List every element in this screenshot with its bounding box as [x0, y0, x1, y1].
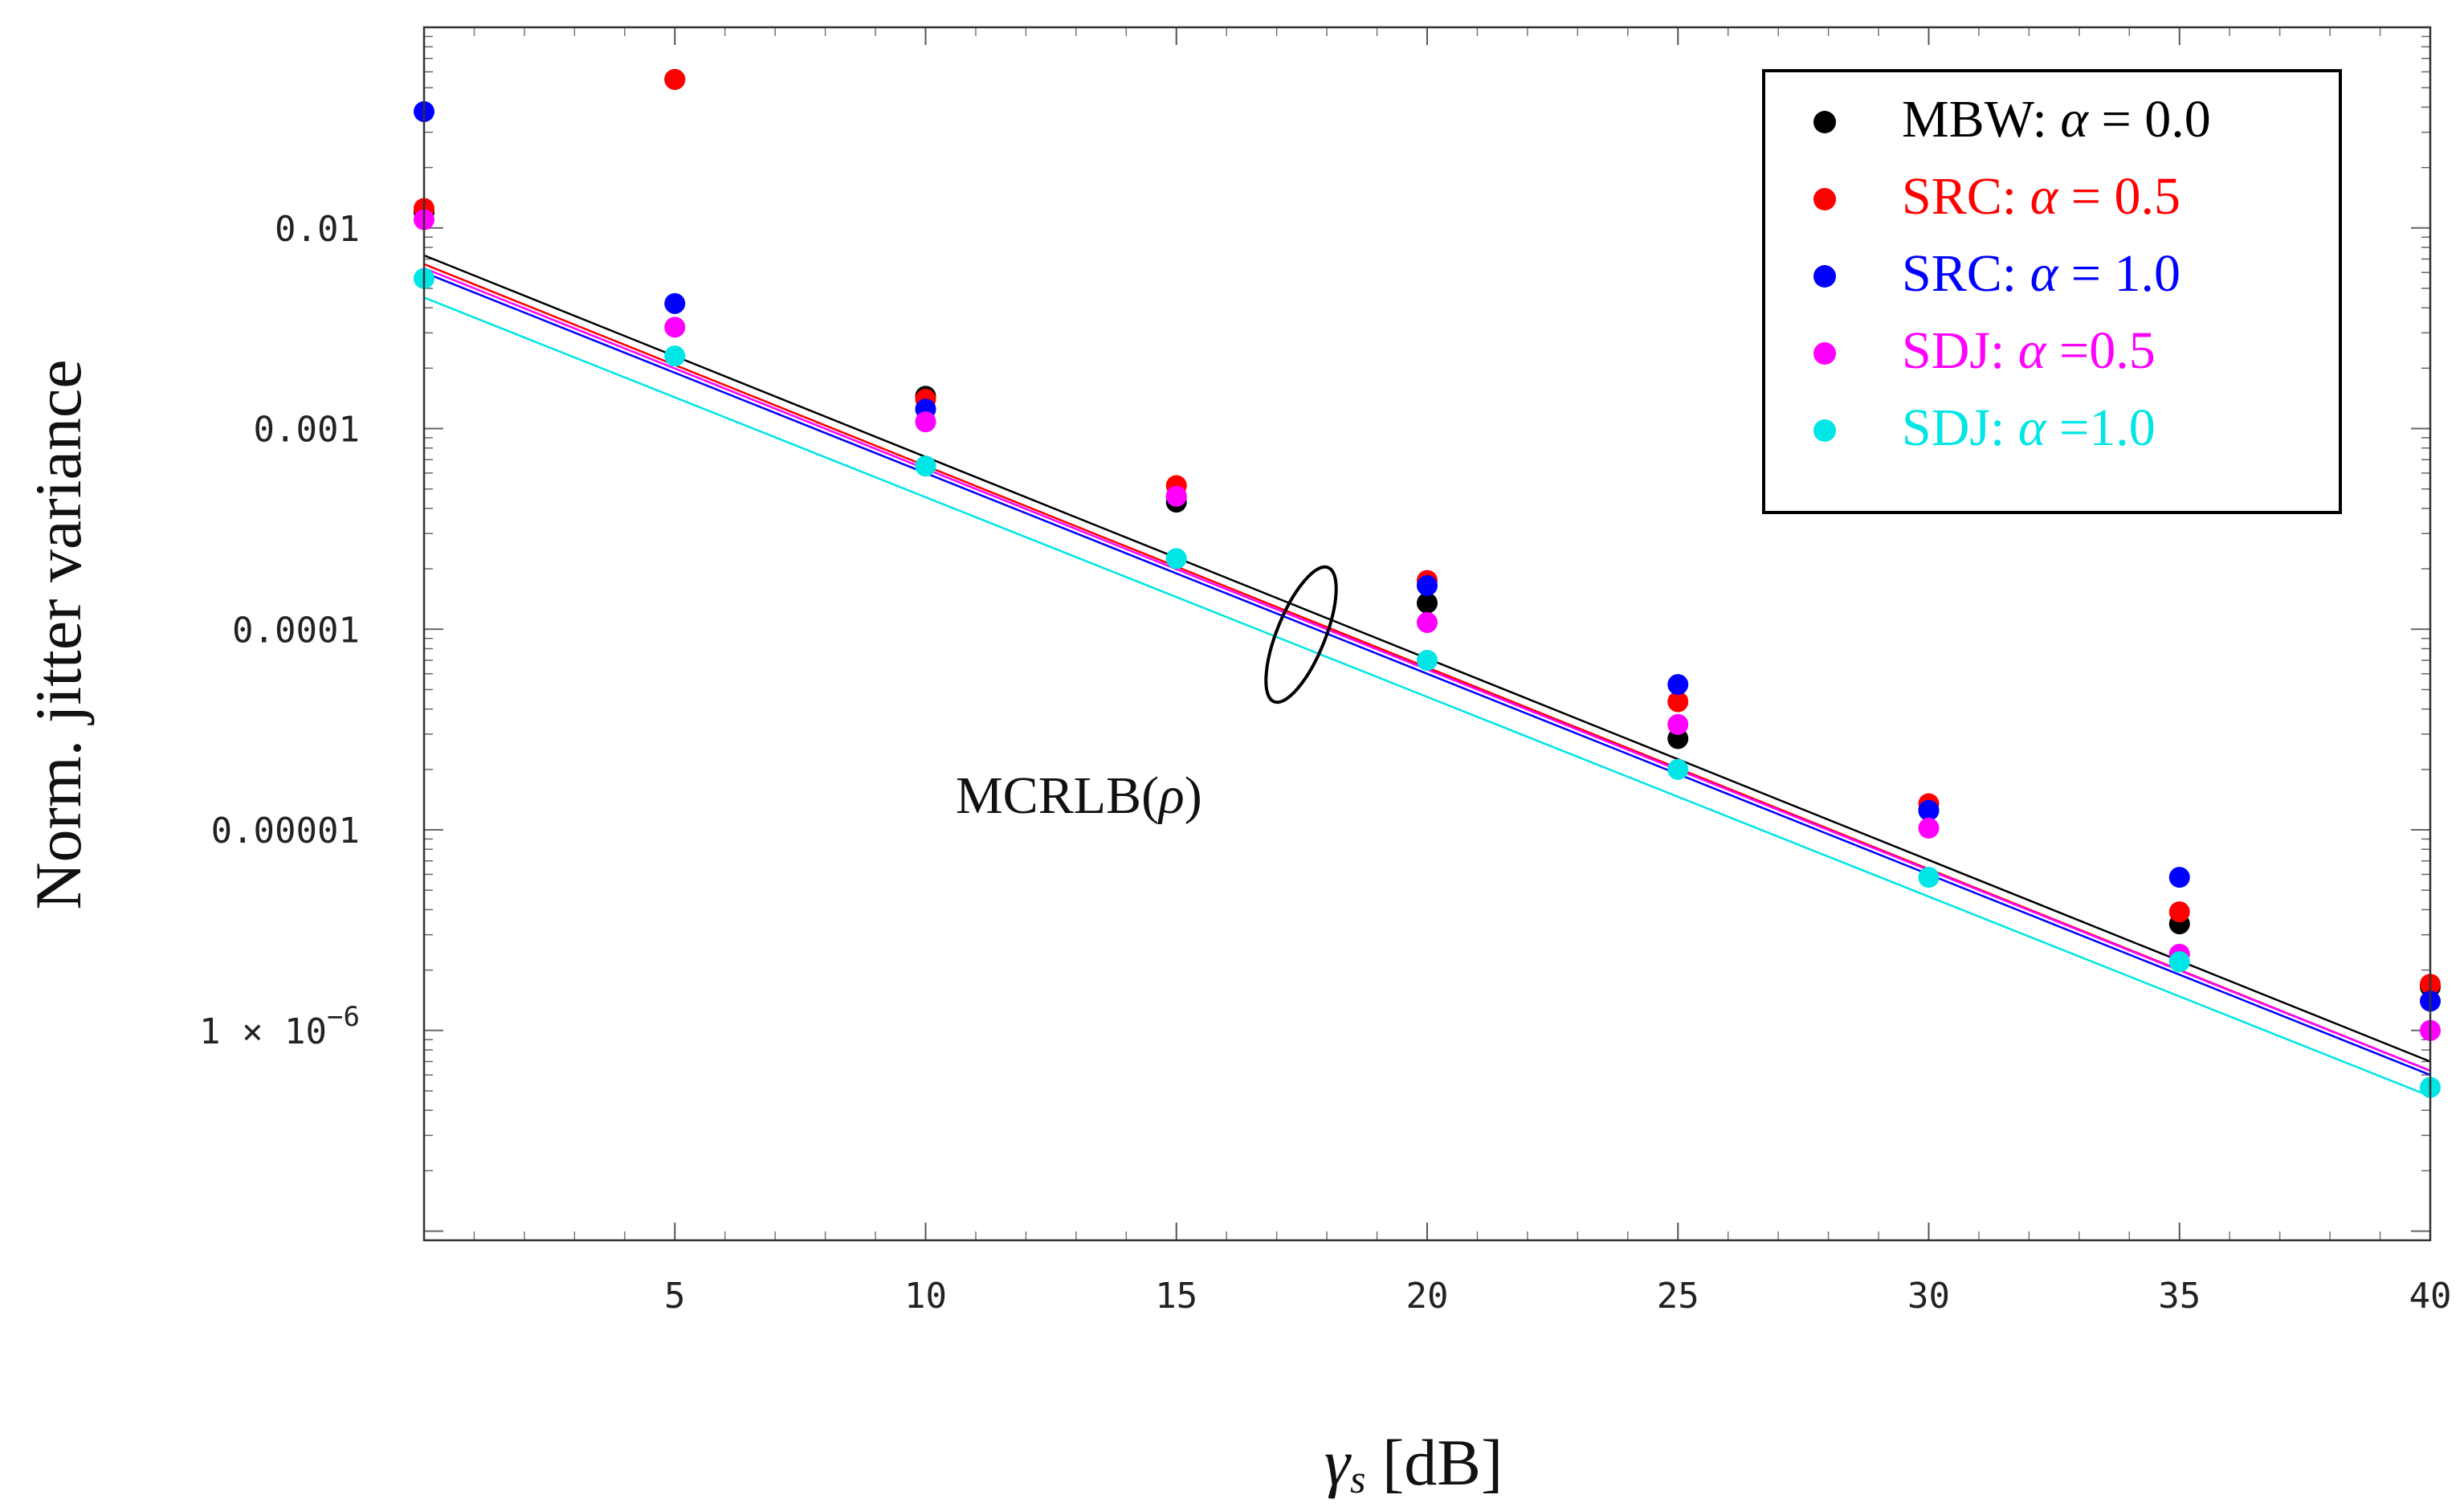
data-point [2168, 951, 2190, 973]
data-point [1667, 674, 1689, 696]
x-tick-label: 30 [1907, 1276, 1950, 1317]
mcrlb-close: ) [1185, 766, 1202, 825]
legend-label: SRC: α = 0.5 [1902, 167, 2180, 226]
data-point [1165, 485, 1187, 507]
legend-marker [1813, 419, 1836, 442]
legend-alpha-value: = 1.0 [2058, 244, 2180, 303]
x-tick-label: 35 [2158, 1276, 2201, 1317]
legend-series-name: MBW: [1902, 90, 2060, 149]
legend-marker [1813, 111, 1836, 133]
x-tick-label: 25 [1657, 1276, 1699, 1317]
x-axis-title: γs [dB] [1324, 1426, 1503, 1501]
legend-label: SDJ: α =0.5 [1902, 321, 2156, 380]
legend-box [1762, 69, 2342, 514]
y-tick-label: 0.00001 [211, 811, 360, 851]
mcrlb-line [423, 296, 2431, 1097]
y-tick-label-base: 1 × 10 [199, 1011, 327, 1052]
data-point [2168, 867, 2190, 888]
data-point [915, 455, 936, 477]
x-tick-label: 20 [1406, 1276, 1449, 1317]
data-point [1918, 817, 1940, 839]
axis-ticks [424, 27, 2431, 1240]
mcrlb-annotation: MCRLB(ρ) [956, 766, 1202, 825]
y-tick-labels: 0.01 0.001 0.0001 0.00001 1 × 10−6 [199, 209, 360, 1052]
x-axis-gamma: γ [1324, 1426, 1352, 1499]
legend-label: SRC: α = 1.0 [1902, 244, 2180, 303]
y-tick-label: 1 × 10−6 [199, 1001, 360, 1052]
data-point [664, 292, 686, 314]
legend-alpha-value: =0.5 [2046, 321, 2156, 380]
data-point [1165, 548, 1187, 570]
data-point [1417, 592, 1438, 614]
data-point [664, 68, 686, 90]
legend-marker [1813, 342, 1836, 365]
data-point [1667, 713, 1689, 735]
x-axis-unit: [dB] [1365, 1426, 1503, 1499]
data-points [414, 68, 2441, 1098]
legend-series-name: SDJ: [1902, 398, 2018, 457]
legend-alpha-symbol: α [2018, 398, 2047, 457]
data-point [1918, 867, 1940, 888]
x-tick-label: 10 [904, 1276, 947, 1317]
mcrlb-ellipse [1264, 565, 1338, 704]
data-point [2168, 901, 2190, 923]
x-tick-label: 15 [1155, 1276, 1197, 1317]
data-point [1417, 649, 1438, 671]
legend-label: SDJ: α =1.0 [1902, 398, 2156, 457]
x-axis-subscript: s [1350, 1456, 1365, 1501]
legend-marker [1813, 265, 1836, 288]
x-tick-label: 5 [664, 1276, 686, 1317]
legend-alpha-symbol: α [2060, 90, 2089, 149]
y-tick-label: 0.0001 [232, 610, 360, 651]
y-tick-label: 0.01 [275, 209, 360, 250]
y-tick-label: 0.001 [254, 410, 360, 451]
legend-alpha-value: = 0.0 [2088, 90, 2211, 149]
legend-label: MBW: α = 0.0 [1902, 90, 2211, 149]
legend-alpha-value: = 0.5 [2058, 167, 2180, 226]
legend-alpha-symbol: α [2030, 167, 2059, 226]
y-axis-title: Norm. jitter variance [22, 359, 95, 909]
mcrlb-text: MCRLB( [956, 766, 1159, 825]
mcrlb-line [423, 272, 2431, 1076]
legend-alpha-symbol: α [2030, 244, 2059, 303]
y-tick-label-exponent: −6 [327, 1001, 360, 1033]
legend-series-name: SRC: [1902, 167, 2030, 226]
x-tick-labels: 5 10 15 20 25 30 35 40 [664, 1276, 2451, 1317]
legend-series-name: SRC: [1902, 244, 2030, 303]
legend-marker [1813, 188, 1836, 210]
data-point [1667, 758, 1689, 780]
data-point [664, 345, 686, 367]
data-point [1667, 691, 1689, 713]
data-point [1918, 799, 1940, 821]
x-tick-label: 40 [2409, 1276, 2452, 1317]
data-point [1417, 574, 1438, 596]
legend-alpha-symbol: α [2018, 321, 2047, 380]
data-point [1417, 611, 1438, 633]
data-point [664, 316, 686, 338]
legend-alpha-value: =1.0 [2046, 398, 2156, 457]
legend-series-name: SDJ: [1902, 321, 2018, 380]
plot-frame [422, 26, 2432, 1242]
data-point [915, 411, 936, 433]
mcrlb-rho: ρ [1157, 766, 1185, 825]
